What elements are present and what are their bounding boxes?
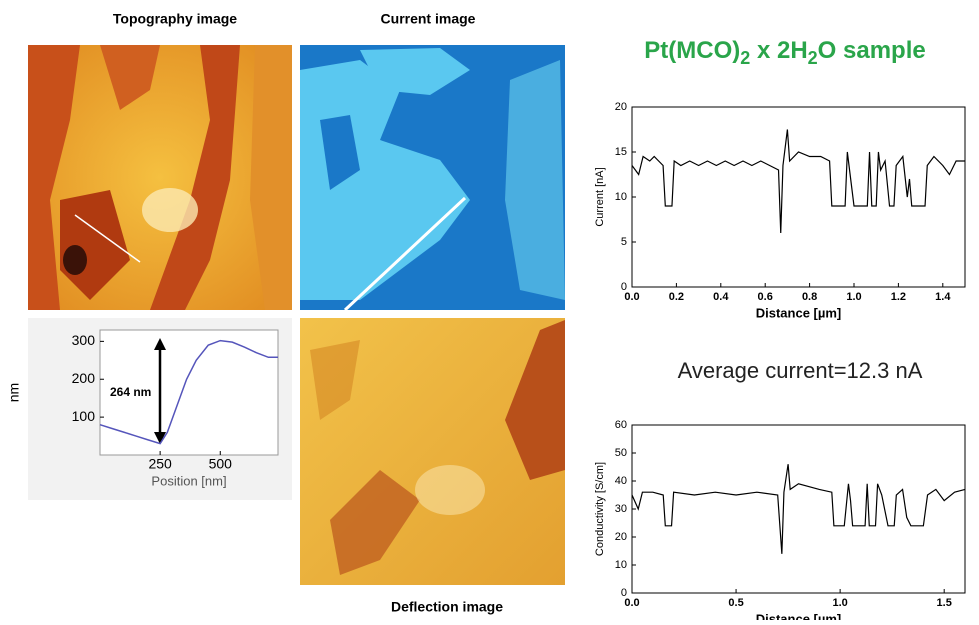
title-part: 2 (808, 48, 818, 68)
y-tick-label: 200 (72, 370, 96, 386)
x-tick-label: 1.0 (846, 291, 861, 303)
panel-label: Current image (381, 11, 476, 27)
data-line (631, 464, 966, 554)
deflection-image (300, 318, 565, 585)
y-tick-label: 5 (621, 236, 627, 248)
y-tick-label: 10 (615, 559, 627, 571)
x-tick-label: 0.0 (624, 291, 639, 303)
panel-label: Topography image (113, 11, 237, 27)
plot-frame (631, 424, 966, 594)
y-tick-label: 30 (615, 503, 627, 515)
x-tick-label: 500 (209, 456, 233, 472)
y-tick-label: 10 (615, 191, 627, 203)
current-image (300, 45, 565, 312)
annotation: 264 nm (110, 385, 151, 399)
x-tick-label: 1.4 (935, 291, 951, 303)
sample-title: Pt(MCO)2 x 2H2O sample (644, 37, 925, 67)
y-axis-label: Current [nA] (594, 167, 606, 226)
title-part: x 2H (750, 37, 807, 64)
x-tick-label: 0.0 (624, 597, 639, 609)
x-tick-label: 0.6 (758, 291, 773, 303)
data-line (99, 339, 278, 445)
x-tick-label: 0.8 (802, 291, 817, 303)
x-tick-label: 1.0 (832, 597, 847, 609)
y-tick-label: 0 (621, 587, 627, 599)
y-axis-label: Conductivity [S/cm] (594, 462, 606, 556)
title-part: O sample (818, 37, 926, 64)
x-tick-label: 250 (148, 456, 172, 472)
y-tick-label: 0 (621, 281, 627, 293)
y-axis-label: nm (6, 383, 22, 402)
y-tick-label: 50 (615, 447, 627, 459)
x-axis-label: Position [nm] (151, 473, 226, 488)
data-line (631, 129, 965, 234)
arrow-head (154, 338, 166, 350)
x-tick-label: 0.2 (669, 291, 684, 303)
y-tick-label: 60 (615, 419, 627, 431)
y-tick-label: 300 (72, 332, 96, 348)
x-tick-label: 0.5 (728, 597, 743, 609)
y-tick-label: 40 (615, 475, 627, 487)
y-tick-label: 20 (615, 531, 627, 543)
y-tick-label: 15 (615, 146, 627, 158)
y-tick-label: 20 (615, 101, 627, 113)
x-axis-label: Distance [µm] (756, 611, 842, 620)
x-tick-label: 0.4 (713, 291, 729, 303)
plot-frame (99, 329, 279, 456)
topography-image (28, 45, 292, 310)
title-part: 2 (740, 48, 750, 68)
y-tick-label: 100 (72, 408, 96, 424)
panel-label: Deflection image (391, 599, 503, 615)
average-current: Average current=12.3 nA (678, 358, 923, 383)
x-axis-label: Distance [µm] (756, 305, 842, 320)
title-part: Pt(MCO) (644, 37, 740, 64)
x-tick-label: 1.5 (937, 597, 952, 609)
arrow-head (154, 432, 166, 444)
x-tick-label: 1.2 (891, 291, 906, 303)
plot-frame (631, 106, 966, 288)
